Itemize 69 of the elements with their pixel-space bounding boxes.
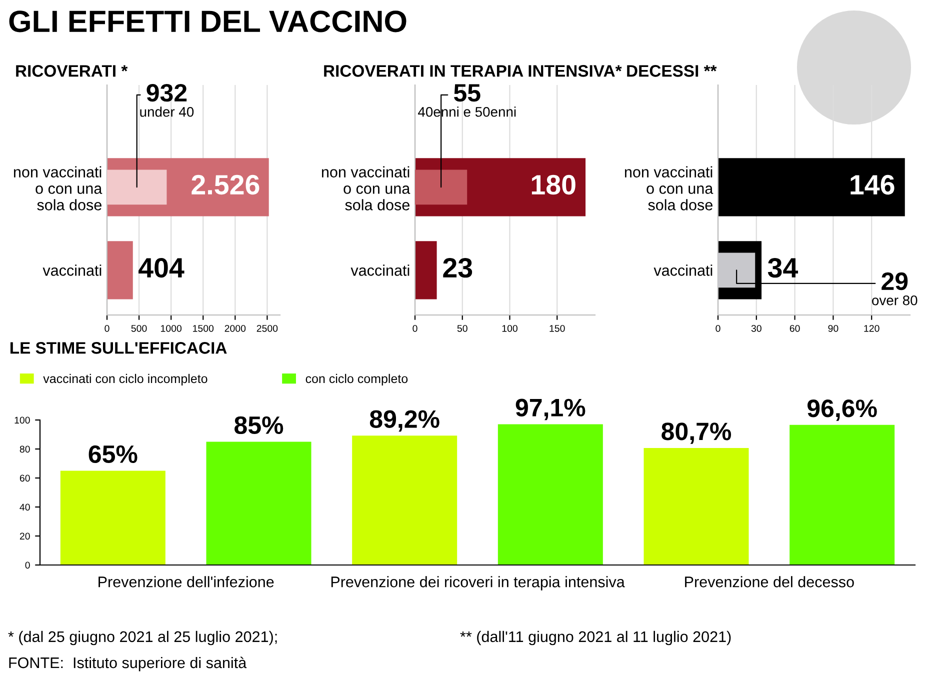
text: ** (dall'11 giugno 2021 al 11 luglio 2021): [460, 630, 731, 646]
data-label: 97,1%: [516, 398, 586, 420]
text: GLI EFFETTI DEL VACCINO: [9, 10, 406, 32]
data-label: 34: [768, 258, 798, 278]
y-tick-label: vaccinati: [42, 264, 102, 276]
y-tick-label: vaccinati: [350, 264, 410, 276]
bar: [206, 442, 312, 565]
data-label: 55: [454, 84, 480, 102]
data-label: 2.526: [192, 174, 260, 195]
x-tick-label: 500: [131, 324, 147, 332]
x-tick-label: Prevenzione dei ricoveri in terapia intensiva: [331, 576, 625, 590]
y-tick-label: non vaccinati o con una sola dose: [14, 166, 102, 210]
x-tick-label: 1500: [193, 324, 214, 332]
data-label: 932: [146, 84, 187, 102]
data-label: 65%: [88, 445, 138, 464]
text: * (dal 25 giugno 2021 al 25 luglio 2021);: [8, 630, 277, 646]
y-tick-label: vaccinati: [654, 264, 712, 276]
y-tick-label: 100: [14, 416, 30, 424]
legend-label: con ciclo completo: [306, 374, 408, 386]
y-tick-label: 20: [20, 532, 30, 540]
text: under 40: [140, 106, 194, 117]
x-tick-label: 0: [412, 324, 418, 332]
x-tick-label: 0: [716, 324, 720, 332]
data-label: 80,7%: [662, 422, 732, 444]
y-tick-label: 40: [20, 504, 30, 511]
x-tick-label: 120: [864, 324, 880, 332]
x-tick-label: 30: [751, 324, 762, 332]
legend-label: vaccinati con ciclo incompleto: [43, 374, 208, 386]
bar: [644, 448, 749, 565]
bar: [415, 170, 468, 205]
chart-title: DECESSI **: [627, 65, 717, 77]
x-tick-label: 100: [502, 324, 518, 332]
bar: [352, 436, 458, 565]
data-label: 85%: [234, 416, 284, 434]
bar: [107, 241, 133, 300]
x-tick-label: 90: [828, 324, 838, 332]
x-tick-label: 150: [550, 324, 565, 332]
chart-title: RICOVERATI IN TERAPIA INTENSIVA*: [324, 65, 622, 77]
x-tick-label: 0: [104, 324, 110, 332]
x-tick-label: 50: [457, 324, 468, 332]
bar: [790, 424, 895, 565]
y-tick-label: 0: [25, 562, 30, 569]
data-label: 404: [138, 258, 184, 278]
bar: [60, 470, 166, 565]
data-label: 180: [532, 174, 576, 195]
source-note: FONTE: Istituto superiore di sanità: [9, 656, 247, 672]
chart-title: RICOVERATI *: [16, 65, 128, 77]
bar: [718, 252, 756, 288]
x-tick-label: 1000: [161, 324, 182, 332]
x-tick-label: 2500: [256, 324, 278, 332]
x-tick-label: Prevenzione dell'infezione: [98, 576, 274, 588]
x-tick-label: Prevenzione del decesso: [685, 576, 854, 588]
data-label: 89,2%: [370, 410, 440, 432]
bar: [498, 424, 603, 565]
x-tick-label: 60: [790, 324, 800, 332]
data-label: 23: [443, 258, 472, 278]
data-label: 96,6%: [808, 400, 877, 421]
y-tick-label: non vaccinati o con una sola dose: [322, 166, 410, 210]
y-tick-label: 80: [20, 446, 30, 453]
y-tick-label: 60: [20, 474, 30, 482]
data-label: 146: [850, 174, 894, 195]
bar: [415, 241, 437, 300]
data-label: 29: [882, 272, 908, 290]
bar: [718, 158, 905, 216]
y-tick-label: non vaccinati o con una sola dose: [624, 166, 714, 210]
x-tick-label: 2000: [224, 324, 246, 332]
text: over 80: [872, 295, 918, 306]
chart-title: LE STIME SULL'EFFICACIA: [10, 342, 227, 354]
bar: [107, 170, 167, 205]
